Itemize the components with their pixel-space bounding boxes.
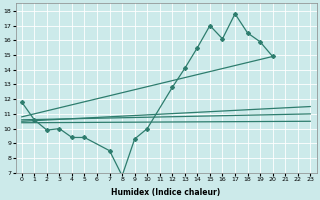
X-axis label: Humidex (Indice chaleur): Humidex (Indice chaleur) [111, 188, 221, 197]
